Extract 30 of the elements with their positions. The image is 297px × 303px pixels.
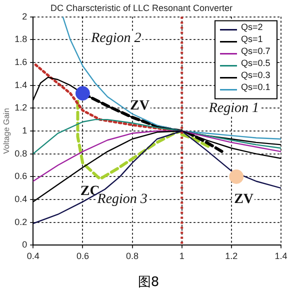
x-tick-label: 1.2 (225, 251, 238, 262)
y-tick-label: 0.4 (14, 194, 28, 204)
y-tick-label: 2 (22, 11, 28, 22)
legend-label: Qs=0.7 (241, 46, 270, 56)
x-tick-label: 1.4 (274, 251, 288, 262)
legend-label: Qs=0.3 (241, 70, 270, 80)
chart-title: DC Charscteristic of LLC Resonant Converter (50, 2, 233, 13)
annotation: ZV (130, 98, 150, 114)
y-tick-label: 0.8 (14, 148, 28, 158)
y-tick-label: 1.8 (14, 34, 28, 44)
x-tick-label: 1 (179, 251, 184, 262)
legend-label: Qs=2 (241, 22, 263, 32)
x-tick-label: 0.8 (126, 251, 139, 262)
y-tick-label: 1.4 (14, 80, 28, 90)
y-tick-label: 1 (22, 125, 28, 136)
x-tick-label: 0.6 (76, 251, 89, 262)
annotation: Region 1 (208, 100, 259, 116)
legend-label: Qs=1 (241, 34, 263, 44)
y-tick-label: 0.2 (14, 216, 28, 227)
legend-label: Qs=0.5 (241, 58, 270, 68)
caption: 图8 (136, 274, 160, 291)
y-tick-label: 0.6 (14, 171, 28, 182)
annotation: ZV (234, 192, 254, 208)
legend-label: Qs=0.1 (241, 82, 270, 92)
y-tick-label: 0 (22, 240, 28, 250)
annotation: Region 2 (90, 31, 142, 46)
y-tick-label: 1.2 (14, 102, 28, 113)
y-tick-label: 1.6 (14, 56, 28, 67)
y-axis-title: Voltage Gain (2, 108, 12, 154)
annotation: Region 3 (96, 192, 148, 208)
